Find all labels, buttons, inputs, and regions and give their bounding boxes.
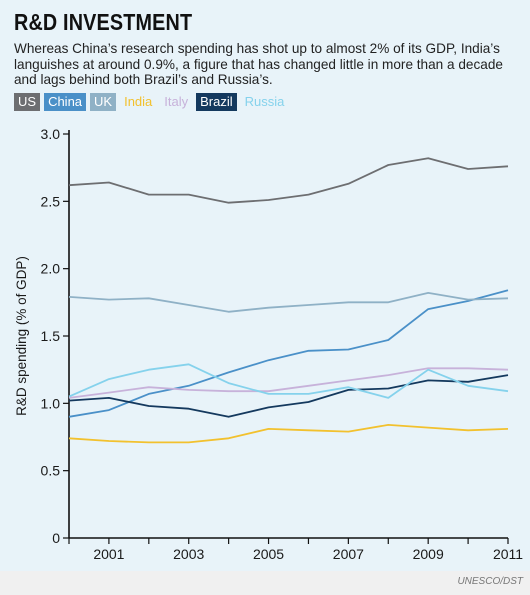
legend-item-china: China [44, 93, 87, 111]
legend-item-italy: Italy [164, 94, 189, 109]
series-line-uk [68, 291, 509, 313]
series-lines [68, 157, 509, 444]
y-axis: 0 0.5 1.0 1.5 2.0 2.5 3.0 [41, 126, 70, 546]
x-tick-label: 2011 [493, 546, 523, 562]
x-tick-label: 2005 [253, 546, 284, 562]
legend-item-us: US [14, 93, 41, 111]
y-tick-label: 2.5 [41, 193, 61, 209]
legend-item-russia: Russia [244, 94, 285, 109]
series-line-india [68, 423, 509, 444]
x-tick-label: 2009 [413, 546, 444, 562]
y-tick-label: 3.0 [41, 126, 61, 142]
footer-band [0, 571, 530, 595]
series-line-china [68, 289, 509, 418]
series-line-italy [68, 367, 509, 399]
line-chart: 0 0.5 1.0 1.5 2.0 2.5 3.0 2001 2003 2005 2007 2009… [14, 126, 523, 562]
y-axis-label: R&D spending (% of GDP) [14, 256, 29, 416]
legend-item-india: India [124, 94, 153, 109]
chart-subtitle: Whereas China’s research spending has sh… [14, 41, 503, 88]
y-tick-label: 0 [52, 530, 60, 546]
x-axis: 2001 2003 2005 2007 2009 2011 [68, 537, 523, 562]
x-tick-label: 2001 [93, 546, 124, 562]
series-line-us [68, 157, 509, 204]
x-tick-label: 2007 [333, 546, 364, 562]
series-line-brazil [68, 374, 509, 418]
y-tick-label: 1.5 [41, 328, 61, 344]
x-tick-label: 2003 [173, 546, 204, 562]
legend-item-uk: UK [90, 93, 117, 111]
source-credit: UNESCO/DST [457, 576, 523, 587]
legend: US China UK India Italy Brazil Russia [14, 93, 288, 111]
y-tick-label: 1.0 [41, 395, 61, 411]
legend-item-brazil: Brazil [196, 93, 237, 111]
chart-title: R&D INVESTMENT [14, 9, 193, 35]
y-tick-label: 2.0 [41, 261, 61, 277]
y-tick-label: 0.5 [41, 463, 61, 479]
series-line-russia [68, 363, 509, 399]
